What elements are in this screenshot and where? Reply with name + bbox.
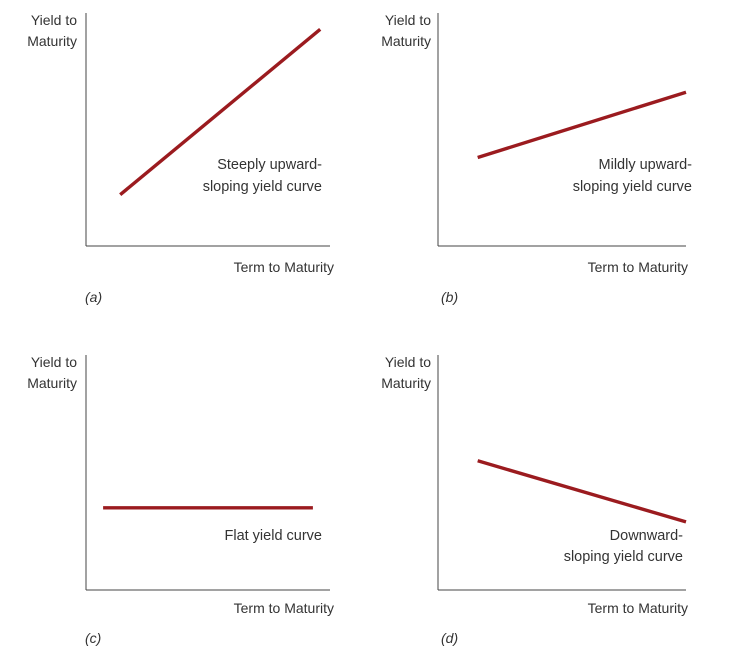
y-axis-title-line: Maturity [27,33,77,49]
x-axis-title: Term to Maturity [234,259,334,275]
panel-label: (b) [441,289,458,305]
chart-panel-d: Yield to Maturity Term to Maturity Downward… [381,354,688,646]
curve-annotation-line: sloping yield curve [203,179,322,195]
curve-annotation-line: Steeply upward- [217,157,322,173]
y-axis-title-line: Yield to [385,12,431,28]
x-axis-title: Term to Maturity [588,600,688,616]
y-axis-title-line: Maturity [381,33,431,49]
panel-label: (c) [85,630,101,646]
x-axis-title: Term to Maturity [588,259,688,275]
curve-annotation-line: sloping yield curve [564,549,683,565]
y-axis-title-line: Yield to [31,12,77,28]
yield-curve-line [477,90,687,160]
chart-panel-b: Yield to Maturity Term to Maturity Mildly u… [381,12,692,305]
yield-curve-line [119,27,322,197]
panel-label: (d) [441,630,458,646]
yield-curve-line [477,459,687,524]
chart-panel-c: Yield to Maturity Term to Maturity Flat yie… [27,354,334,646]
curve-annotation-line: Flat yield curve [224,528,322,544]
y-axis-title-line: Maturity [27,375,77,391]
chart-panel-a: Yield to Maturity Term to Maturity Steeply … [27,12,334,305]
panel-label: (a) [85,289,102,305]
y-axis-title-line: Maturity [381,375,431,391]
y-axis-title-line: Yield to [385,354,431,370]
curve-annotation-line: Mildly upward- [599,157,693,173]
curve-annotation-line: sloping yield curve [573,179,692,195]
y-axis-title-line: Yield to [31,354,77,370]
curve-annotation-line: Downward- [610,528,683,544]
x-axis-title: Term to Maturity [234,600,334,616]
